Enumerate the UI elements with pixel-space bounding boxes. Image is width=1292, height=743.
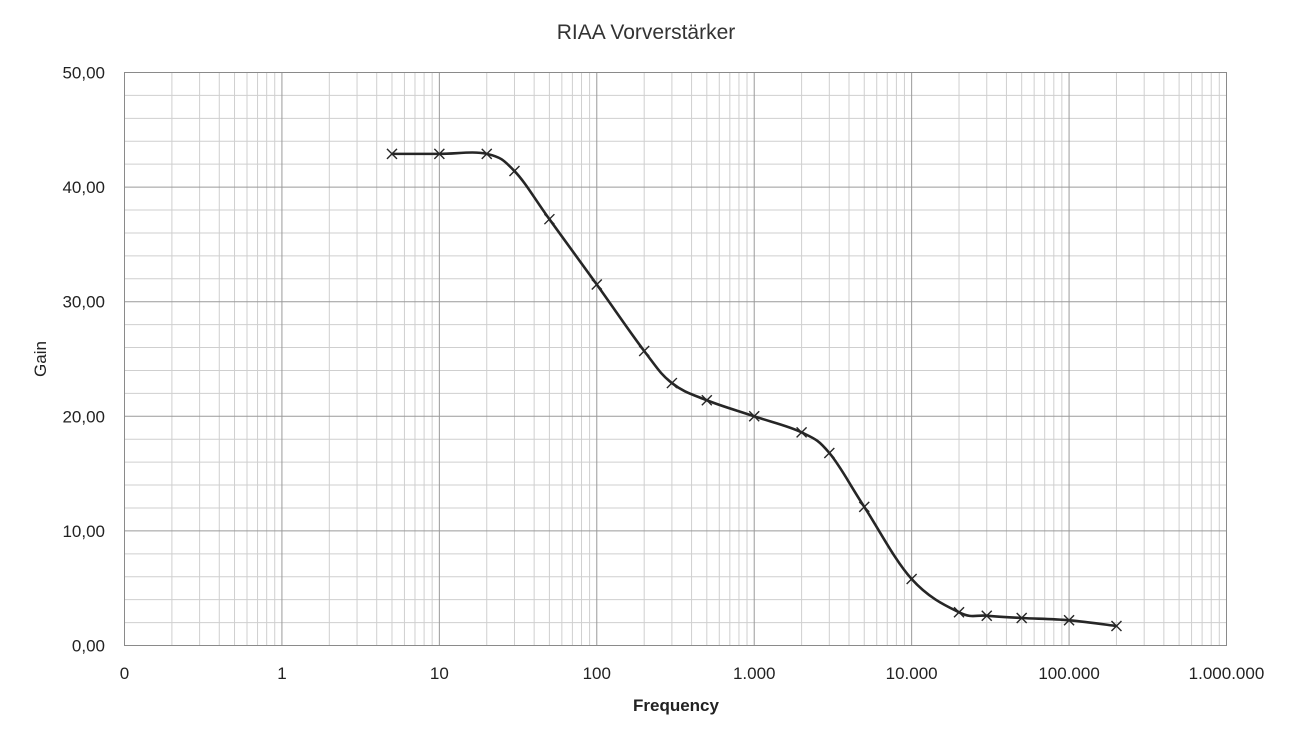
x-tick-labels: 0 1 10 100 1.000 10.000 100.000 1.000.000 xyxy=(120,664,1265,683)
series-markers xyxy=(386,148,1122,632)
y-tick-label: 0,00 xyxy=(72,637,105,656)
data-point-marker xyxy=(638,345,650,357)
y-tick-label: 10,00 xyxy=(62,522,105,541)
data-point-marker xyxy=(1063,614,1075,626)
x-tick-label: 0 xyxy=(120,664,129,683)
data-point-marker xyxy=(823,447,835,459)
data-point-marker xyxy=(508,165,520,177)
x-tick-label: 1.000 xyxy=(733,664,776,683)
x-tick-label: 10 xyxy=(430,664,449,683)
chart-title: RIAA Vorverstärker xyxy=(557,21,736,44)
data-point-marker xyxy=(666,377,678,389)
data-point-marker xyxy=(981,610,993,622)
data-point-marker xyxy=(481,148,493,160)
y-tick-label: 40,00 xyxy=(62,178,105,197)
data-point-marker xyxy=(748,410,760,422)
grid xyxy=(124,72,1227,646)
y-tick-label: 50,00 xyxy=(62,64,105,83)
data-point-marker xyxy=(1110,620,1122,632)
data-point-marker xyxy=(701,394,713,406)
data-point-marker xyxy=(591,279,603,291)
data-point-marker xyxy=(386,148,398,160)
plot-area xyxy=(124,72,1227,646)
y-tick-label: 20,00 xyxy=(62,407,105,426)
x-tick-label: 1 xyxy=(277,664,286,683)
data-point-marker xyxy=(796,426,808,438)
y-tick-labels: 0,00 10,00 20,00 30,00 40,00 50,00 xyxy=(62,64,105,656)
data-point-marker xyxy=(1016,612,1028,624)
y-axis-title: Gain xyxy=(31,341,50,377)
x-tick-label: 1.000.000 xyxy=(1189,664,1265,683)
x-tick-label: 100 xyxy=(583,664,611,683)
x-tick-label: 10.000 xyxy=(886,664,938,683)
data-point-marker xyxy=(543,213,555,225)
data-point-marker xyxy=(858,501,870,513)
x-axis-title: Frequency xyxy=(633,696,720,715)
data-point-marker xyxy=(433,148,445,160)
y-tick-label: 30,00 xyxy=(62,293,105,312)
data-point-marker xyxy=(953,606,965,618)
data-point-marker xyxy=(906,573,918,585)
x-tick-label: 100.000 xyxy=(1038,664,1099,683)
